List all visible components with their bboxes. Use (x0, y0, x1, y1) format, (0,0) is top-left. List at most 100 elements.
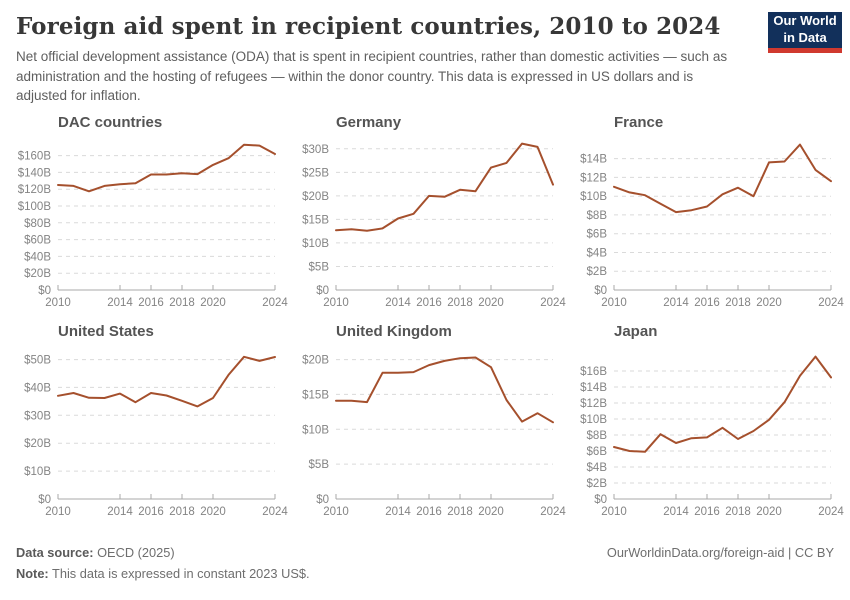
x-tick-label: 2016 (694, 297, 720, 309)
chart-panel-united-states: United States $0 $10B $20B $30B $40B $50B 2010… (12, 322, 288, 523)
x-tick-label: 2014 (663, 506, 689, 518)
y-tick-label: $12B (580, 172, 607, 184)
y-tick-label: $20B (302, 191, 329, 203)
y-tick-label: $0 (316, 494, 329, 506)
line-chart-japan[interactable]: $0 $2B $4B $6B $8B $10B $12B $14B $16B 2010 2014 20… (568, 341, 844, 523)
chart-title: United States (58, 322, 154, 340)
y-tick-label: $20B (24, 268, 51, 280)
x-tick-label: 2024 (818, 297, 844, 309)
logo-line-2: in Data (783, 30, 827, 45)
x-tick-label: 2016 (694, 506, 720, 518)
x-tick-label: 2016 (416, 506, 442, 518)
data-source-label: Data source: (16, 545, 94, 560)
y-tick-label: $25B (302, 167, 329, 179)
y-tick-label: $2B (587, 478, 608, 490)
line-chart-france[interactable]: $0 $2B $4B $6B $8B $10B $12B $14B 2010 2014 2016 20… (568, 132, 844, 314)
owid-logo[interactable]: Our World in Data (768, 12, 842, 53)
x-tick-label: 2010 (323, 506, 349, 518)
y-tick-label: $10B (302, 238, 329, 250)
line-chart-united-states[interactable]: $0 $10B $20B $30B $40B $50B 2010 2014 2016 2018 20… (12, 341, 288, 523)
y-tick-label: $5B (309, 261, 330, 273)
x-tick-label: 2016 (416, 297, 442, 309)
y-tick-label: $20B (24, 438, 51, 450)
x-tick-label: 2010 (323, 297, 349, 309)
y-tick-label: $160B (18, 150, 52, 162)
logo-line-1: Our World (773, 13, 837, 29)
y-tick-label: $10B (24, 466, 51, 478)
x-tick-label: 2024 (540, 506, 566, 518)
chart-title: Japan (614, 322, 658, 340)
line-chart-germany[interactable]: $0 $5B $10B $15B $20B $25B $30B 2010 2014 2016 201… (290, 132, 566, 314)
note-value: This data is expressed in constant 2023 … (52, 566, 310, 581)
x-tick-label: 2014 (107, 506, 133, 518)
x-tick-label: 2018 (447, 297, 473, 309)
y-tick-label: $5B (309, 459, 330, 471)
y-tick-label: $0 (38, 494, 51, 506)
y-tick-label: $50B (24, 354, 51, 366)
y-tick-label: $120B (18, 184, 52, 196)
line-chart-dac-countries[interactable]: $0 $20B $40B $60B $80B $100B $120B $140B $160B 20… (12, 132, 288, 314)
x-tick-label: 2018 (447, 506, 473, 518)
data-line (613, 355, 832, 453)
y-tick-label: $15B (302, 214, 329, 226)
canonical-link[interactable]: OurWorldinData.org/foreign-aid (606, 545, 785, 560)
chart-title: Germany (336, 113, 402, 131)
charts-grid: DAC countries $0 $20B $40B $60B $80B $100B $12… (0, 106, 850, 523)
y-tick-label: $15B (302, 389, 329, 401)
note-row: Note: This data is expressed in constant… (16, 566, 310, 581)
x-tick-label: 2014 (385, 297, 411, 309)
footer-right: OurWorldinData.org/foreign-aid | CC BY (607, 545, 834, 560)
chart-title: DAC countries (58, 113, 163, 131)
x-tick-label: 2020 (478, 506, 504, 518)
data-line (57, 143, 276, 192)
data-line (57, 355, 276, 408)
chart-panel-united-kingdom: United Kingdom $0 $5B $10B $15B $20B 2010 2014… (290, 322, 566, 523)
y-tick-label: $0 (594, 285, 607, 297)
data-source-row: Data source: OECD (2025) (16, 545, 310, 560)
y-tick-label: $8B (587, 210, 608, 222)
chart-panel-france: France $0 $2B $4B $6B $8B $10B $12B $14B 2010 201… (568, 113, 844, 314)
y-tick-label: $10B (580, 191, 607, 203)
y-tick-label: $40B (24, 251, 51, 263)
y-tick-label: $30B (302, 143, 329, 155)
y-tick-label: $140B (18, 167, 52, 179)
y-tick-label: $8B (587, 430, 608, 442)
y-tick-label: $4B (587, 462, 608, 474)
y-tick-label: $60B (24, 234, 51, 246)
data-source-value: OECD (2025) (97, 545, 175, 560)
x-tick-label: 2020 (478, 297, 504, 309)
y-tick-label: $0 (594, 494, 607, 506)
y-tick-label: $2B (587, 266, 608, 278)
x-tick-label: 2020 (200, 297, 226, 309)
license-label: CC BY (794, 545, 834, 560)
x-tick-label: 2018 (169, 297, 195, 309)
footer-separator: | (784, 545, 795, 560)
chart-title: France (614, 113, 664, 131)
x-tick-label: 2024 (818, 506, 844, 518)
x-tick-label: 2018 (169, 506, 195, 518)
chart-panel-germany: Germany $0 $5B $10B $15B $20B $25B $30B 2010 201… (290, 113, 566, 314)
x-tick-label: 2018 (725, 506, 751, 518)
data-line (335, 142, 554, 232)
line-chart-united-kingdom[interactable]: $0 $5B $10B $15B $20B 2010 2014 2016 2018 2020 202… (290, 341, 566, 523)
footer: Data source: OECD (2025) Note: This data… (16, 545, 834, 587)
chart-panel-japan: Japan $0 $2B $4B $6B $8B $10B $12B $14B $16B 2010… (568, 322, 844, 523)
x-tick-label: 2020 (756, 297, 782, 309)
x-tick-label: 2016 (138, 297, 164, 309)
x-tick-label: 2024 (262, 297, 288, 309)
chart-title: United Kingdom (336, 322, 452, 340)
chart-panel-dac-countries: DAC countries $0 $20B $40B $60B $80B $100B $12… (12, 113, 289, 314)
data-line (613, 143, 832, 213)
y-tick-label: $16B (580, 366, 607, 378)
x-tick-label: 2014 (663, 297, 689, 309)
x-tick-label: 2024 (540, 297, 566, 309)
y-tick-label: $0 (316, 285, 329, 297)
data-line (335, 356, 554, 423)
y-tick-label: $6B (587, 228, 608, 240)
page-subtitle: Net official development assistance (ODA… (16, 49, 728, 104)
y-tick-label: $14B (580, 382, 607, 394)
footer-left: Data source: OECD (2025) Note: This data… (16, 545, 310, 587)
y-tick-label: $10B (580, 414, 607, 426)
y-tick-label: $6B (587, 446, 608, 458)
